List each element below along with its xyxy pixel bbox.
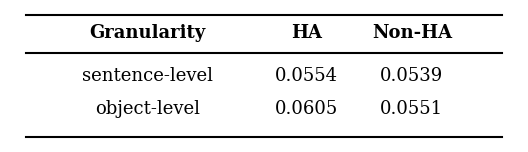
Text: object-level: object-level (96, 100, 200, 118)
Text: Granularity: Granularity (90, 24, 206, 42)
Text: HA: HA (291, 24, 322, 42)
Text: 0.0605: 0.0605 (275, 100, 338, 118)
Text: Non-HA: Non-HA (372, 24, 452, 42)
Text: 0.0551: 0.0551 (380, 100, 444, 118)
Text: sentence-level: sentence-level (82, 67, 213, 85)
Text: 0.0539: 0.0539 (380, 67, 444, 85)
Text: 0.0554: 0.0554 (275, 67, 338, 85)
